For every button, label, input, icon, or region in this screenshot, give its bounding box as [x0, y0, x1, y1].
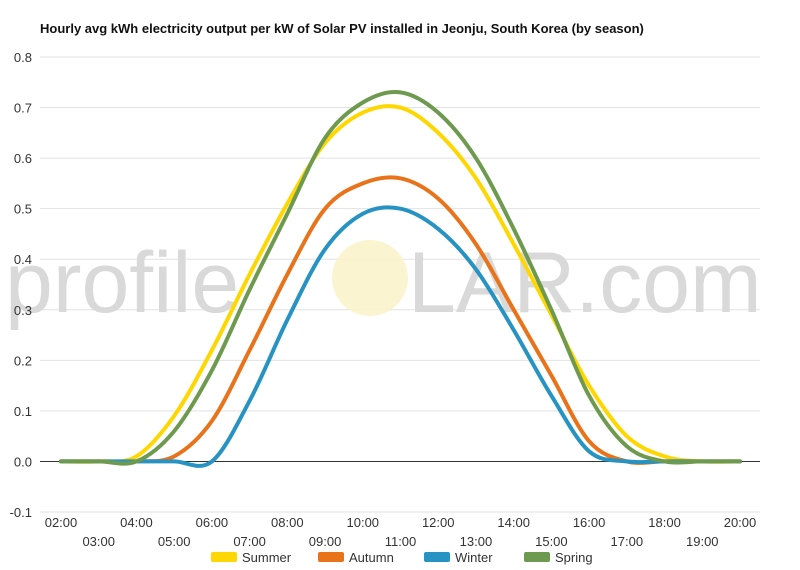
x-tick-label: 07:00 [233, 534, 266, 549]
x-tick-label: 18:00 [648, 515, 681, 530]
series-line-spring [59, 90, 742, 466]
y-tick-label: 0.1 [14, 404, 32, 419]
legend-swatch-spring [524, 552, 550, 562]
y-axis-ticks: -0.1 0.0 0.1 0.2 0.3 0.4 0.5 0.6 0.7 0.8 [10, 50, 32, 520]
y-tick-label: 0.5 [14, 202, 32, 217]
legend-swatch-summer [211, 552, 237, 562]
x-tick-label: 02:00 [45, 515, 78, 530]
x-tick-label: 14:00 [497, 515, 530, 530]
legend-swatch-winter [424, 552, 450, 562]
y-tick-label: 0.0 [14, 454, 32, 469]
y-tick-label: 0.8 [14, 50, 32, 65]
legend-swatch-autumn [318, 552, 344, 562]
y-tick-label: 0.7 [14, 101, 32, 116]
y-tick-label: 0.2 [14, 353, 32, 368]
x-tick-label: 20:00 [724, 515, 757, 530]
x-tick-label: 03:00 [82, 534, 115, 549]
watermark-text-right: LAR.com [408, 235, 762, 331]
x-tick-label: 12:00 [422, 515, 455, 530]
y-tick-label: 0.6 [14, 151, 32, 166]
x-tick-label: 09:00 [309, 534, 342, 549]
watermark: profile LAR.com [5, 235, 762, 331]
legend-label-autumn: Autumn [349, 550, 394, 565]
series-line-summer [59, 104, 742, 464]
x-tick-label: 04:00 [120, 515, 153, 530]
x-tick-label: 15:00 [535, 534, 568, 549]
x-tick-label: 06:00 [196, 515, 229, 530]
y-tick-label: 0.4 [14, 252, 32, 267]
x-tick-label: 08:00 [271, 515, 304, 530]
legend: Summer Autumn Winter Spring [211, 550, 593, 565]
series-line-winter [59, 205, 742, 468]
x-tick-label: 11:00 [385, 534, 417, 549]
x-tick-label: 17:00 [611, 534, 644, 549]
legend-label-summer: Summer [242, 550, 292, 565]
x-tick-label: 19:00 [686, 534, 719, 549]
legend-label-spring: Spring [555, 550, 593, 565]
watermark-text-left: profile [5, 235, 239, 331]
y-tick-label: -0.1 [10, 505, 32, 520]
x-tick-label: 05:00 [158, 534, 191, 549]
watermark-sun-logo [332, 240, 408, 316]
x-tick-label: 10:00 [347, 515, 380, 530]
series-lines [59, 90, 742, 468]
y-tick-label: 0.3 [14, 303, 32, 318]
x-tick-label: 16:00 [573, 515, 606, 530]
x-tick-label: 13:00 [460, 534, 493, 549]
legend-label-winter: Winter [455, 550, 493, 565]
chart-title: Hourly avg kWh electricity output per kW… [40, 21, 644, 36]
x-axis-ticks: 02:00 04:00 06:00 08:00 10:00 12:00 14:00 16:00… [45, 515, 757, 549]
